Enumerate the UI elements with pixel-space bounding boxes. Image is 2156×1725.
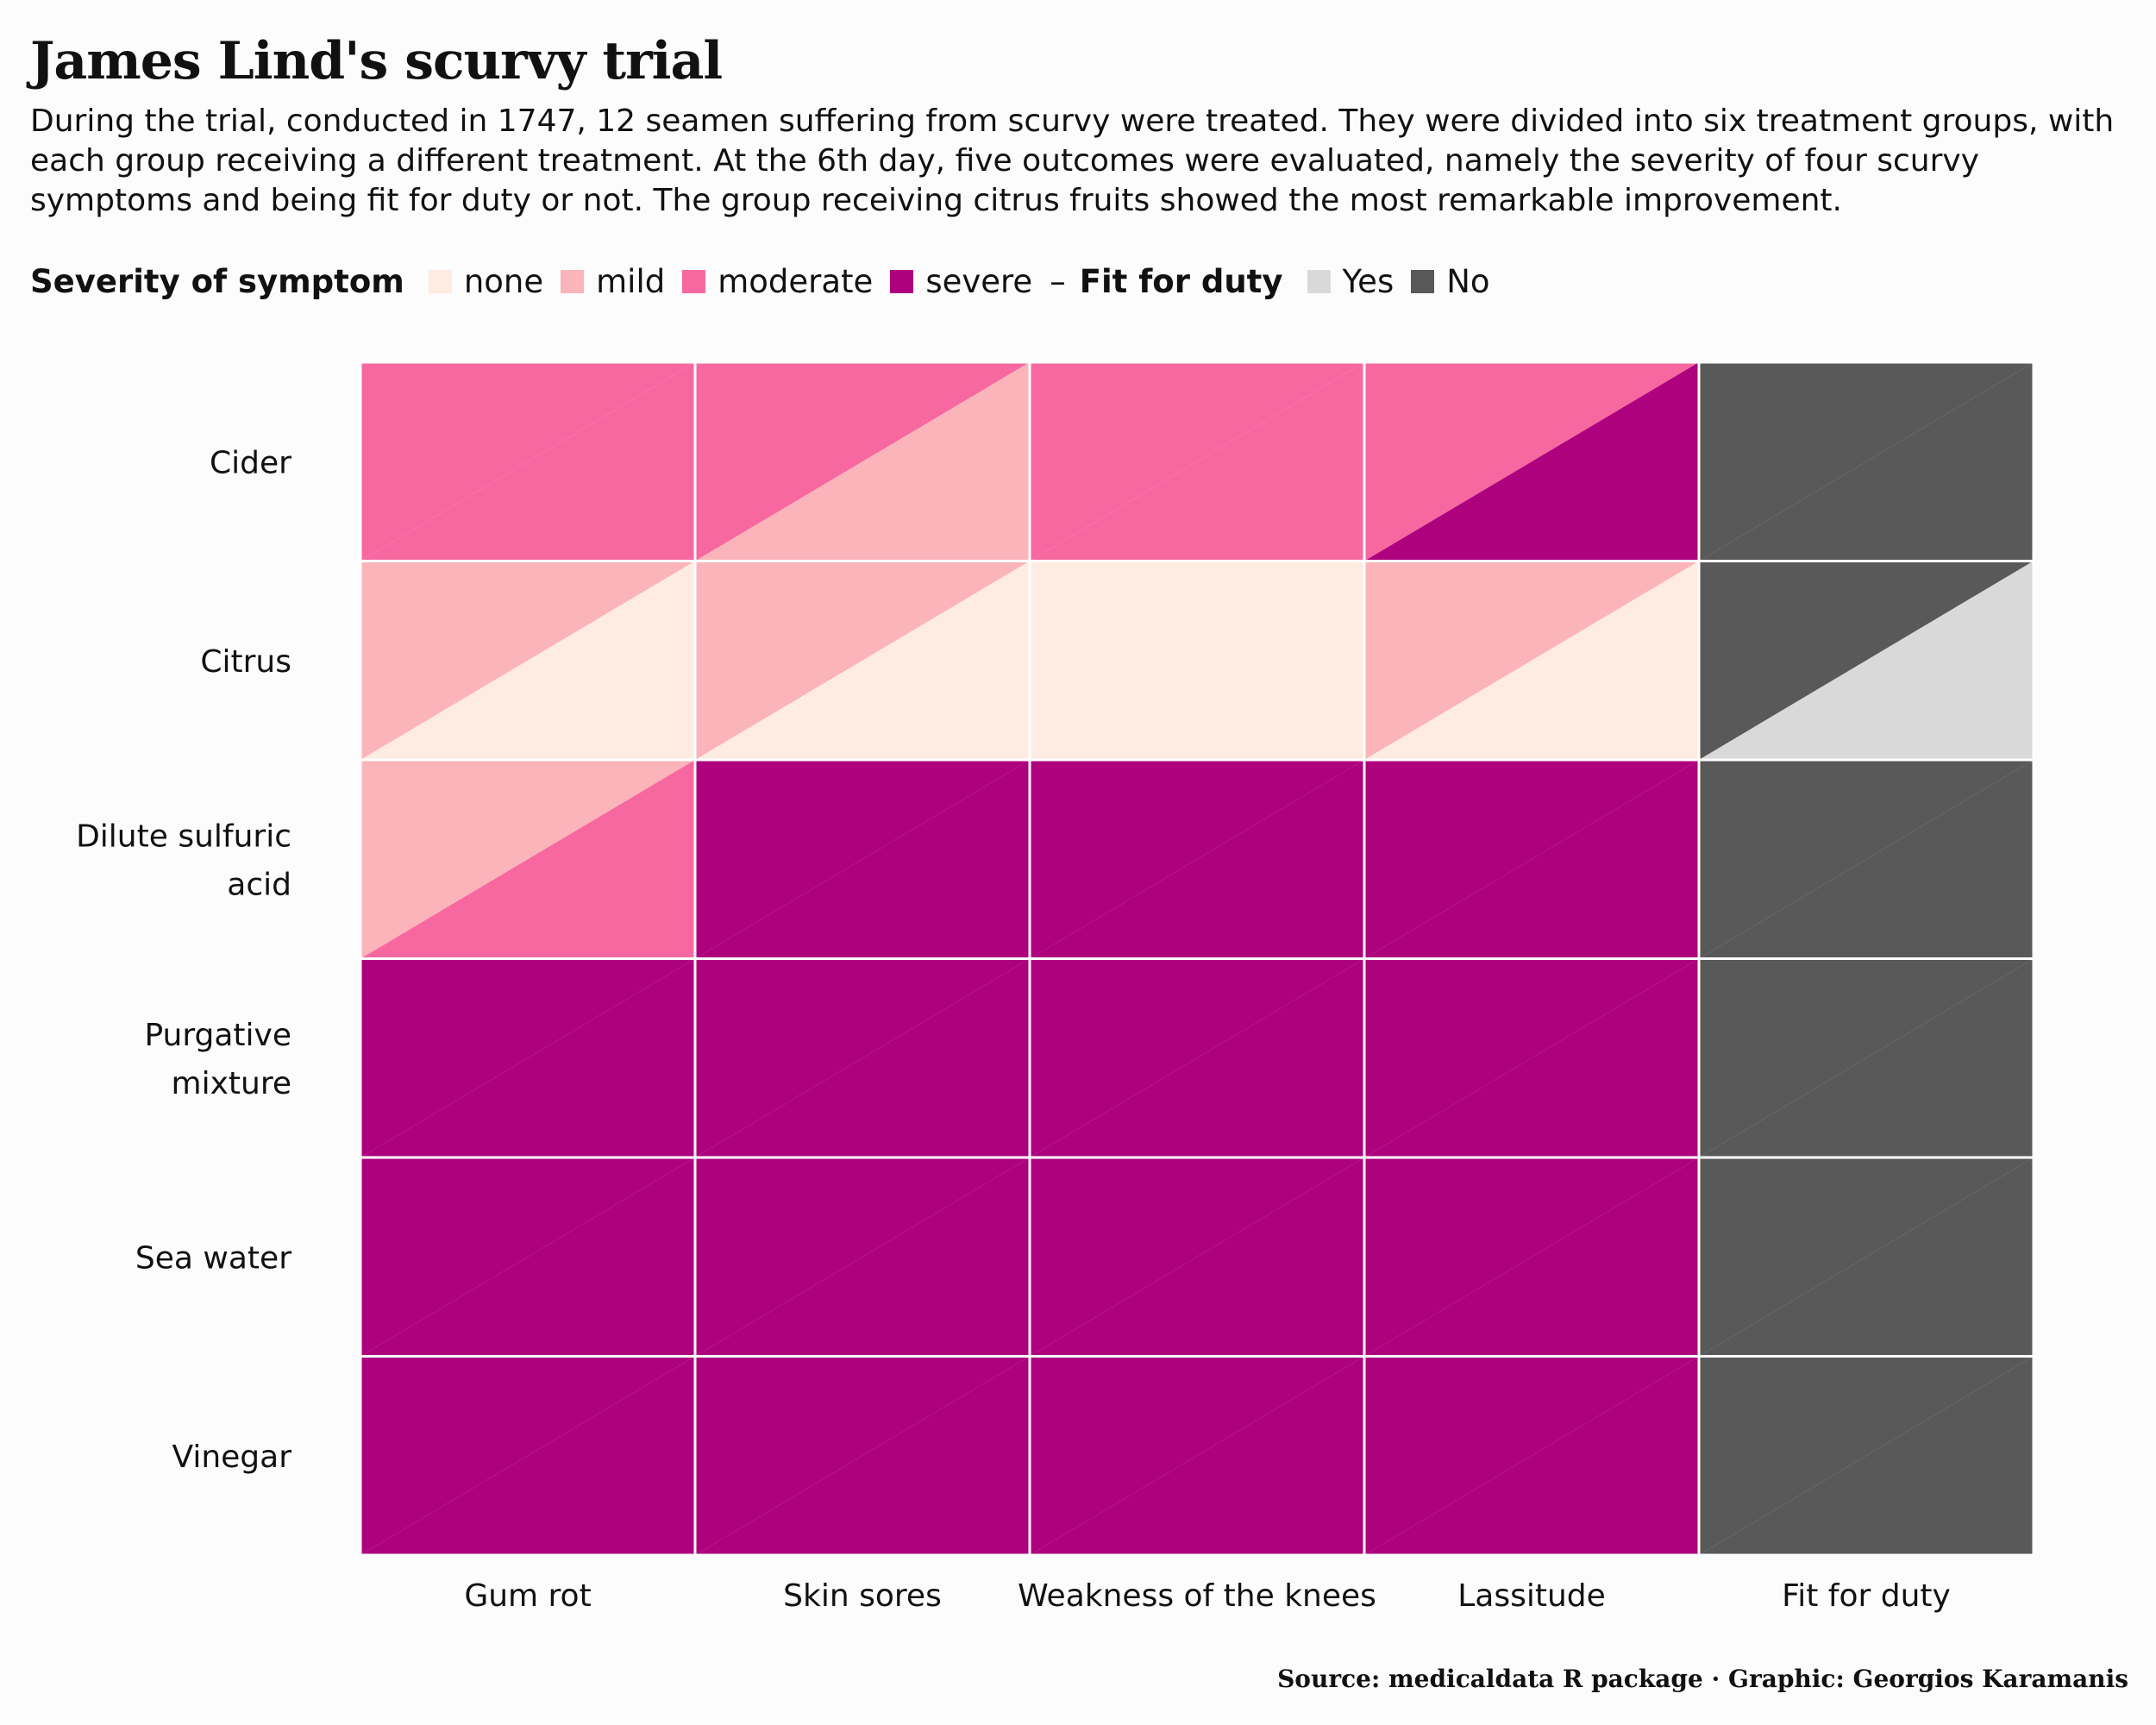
cell-sea-water-gum-rot bbox=[359, 1156, 697, 1358]
row-label-citrus: Citrus bbox=[200, 644, 291, 680]
legend-fit-title: Fit for duty bbox=[1079, 262, 1283, 300]
row-label-vinegar: Vinegar bbox=[172, 1440, 291, 1475]
cell-vinegar-weakness-of-the-knees bbox=[1028, 1355, 1366, 1557]
row-label-dilute-sulfuric-acid: Dilute sulfuric acid bbox=[76, 819, 291, 902]
cell-vinegar-skin-sores bbox=[693, 1355, 1031, 1557]
cell-purgative-mixture-lassitude bbox=[1363, 957, 1701, 1159]
legend-item-yes: Yes bbox=[1307, 262, 1395, 300]
cell-cider-skin-sores bbox=[693, 361, 1031, 562]
cell-triangle-lower bbox=[1030, 561, 1364, 760]
cell-purgative-mixture-skin-sores bbox=[693, 957, 1031, 1159]
cell-triangle-lower bbox=[1030, 958, 1364, 1157]
cell-triangle-lower bbox=[360, 958, 695, 1157]
cell-citrus-gum-rot bbox=[359, 560, 697, 762]
cell-triangle-lower bbox=[1030, 760, 1364, 959]
cell-cider-weakness-of-the-knees bbox=[1028, 361, 1366, 562]
cell-triangle-lower bbox=[1699, 958, 2034, 1157]
column-label-fit-for-duty: Fit for duty bbox=[1782, 1578, 1951, 1614]
legend-label-no: No bbox=[1446, 262, 1490, 300]
legend-item-no: No bbox=[1411, 262, 1490, 300]
cell-citrus-skin-sores bbox=[693, 560, 1031, 762]
cell-vinegar-fit-for-duty bbox=[1697, 1355, 2035, 1557]
cell-vinegar-gum-rot bbox=[359, 1355, 697, 1557]
legend-swatch-moderate bbox=[682, 269, 706, 293]
cell-triangle-lower bbox=[1364, 1157, 1699, 1357]
cell-sea-water-skin-sores bbox=[693, 1156, 1031, 1358]
cell-purgative-mixture-fit-for-duty bbox=[1697, 957, 2035, 1159]
cell-triangle-lower bbox=[1699, 362, 2034, 561]
cell-citrus-fit-for-duty bbox=[1697, 560, 2035, 762]
cell-sea-water-fit-for-duty bbox=[1697, 1156, 2035, 1358]
legend-swatch-mild bbox=[561, 269, 585, 293]
cell-triangle-lower bbox=[695, 958, 1030, 1157]
legend-swatch-severe bbox=[890, 269, 914, 293]
legend-severity-title: Severity of symptom bbox=[30, 262, 404, 300]
cell-cider-lassitude bbox=[1363, 361, 1701, 562]
cell-cider-fit-for-duty bbox=[1697, 361, 2035, 562]
legend-label-mild: mild bbox=[596, 262, 666, 300]
cell-triangle-lower bbox=[695, 760, 1030, 959]
cell-triangle-lower bbox=[695, 362, 1030, 561]
cell-triangle-lower bbox=[695, 561, 1030, 760]
cell-citrus-lassitude bbox=[1363, 560, 1701, 762]
cell-triangle-lower bbox=[360, 362, 695, 561]
column-label-weakness-of-the-knees: Weakness of the knees bbox=[1018, 1578, 1376, 1614]
source-caption: Source: medicaldata R package · Graphic:… bbox=[1277, 1665, 2128, 1693]
cell-triangle-lower bbox=[360, 561, 695, 760]
row-label-cider: Cider bbox=[210, 445, 291, 480]
cell-triangle-lower bbox=[1364, 362, 1699, 561]
cell-triangle-lower bbox=[1699, 1157, 2034, 1357]
cell-triangle-lower bbox=[1699, 760, 2034, 959]
row-label-sea-water: Sea water bbox=[135, 1240, 291, 1276]
cell-triangle-lower bbox=[1364, 1356, 1699, 1555]
chart-title: James Lind's scurvy trial bbox=[30, 31, 723, 91]
cell-triangle-lower bbox=[360, 1356, 695, 1555]
cell-dilute-sulfuric-acid-lassitude bbox=[1363, 758, 1701, 960]
cell-triangle-lower bbox=[695, 1157, 1030, 1357]
legend: Severity of symptom none mild moderate s… bbox=[30, 259, 1507, 304]
legend-swatch-no bbox=[1411, 269, 1435, 293]
legend-label-severe: severe bbox=[925, 262, 1033, 300]
cell-sea-water-lassitude bbox=[1363, 1156, 1701, 1358]
cell-triangle-lower bbox=[360, 1157, 695, 1357]
cell-dilute-sulfuric-acid-weakness-of-the-knees bbox=[1028, 758, 1366, 960]
cell-purgative-mixture-weakness-of-the-knees bbox=[1028, 957, 1366, 1159]
column-label-lassitude: Lassitude bbox=[1457, 1578, 1606, 1614]
cell-triangle-lower bbox=[1699, 1356, 2034, 1555]
legend-item-severe: severe bbox=[890, 263, 1032, 300]
cell-triangle-lower bbox=[1030, 1356, 1364, 1555]
legend-label-moderate: moderate bbox=[718, 262, 874, 300]
column-label-skin-sores: Skin sores bbox=[783, 1578, 942, 1614]
cell-dilute-sulfuric-acid-gum-rot bbox=[359, 758, 697, 960]
cell-triangle-lower bbox=[360, 760, 695, 959]
cell-sea-water-weakness-of-the-knees bbox=[1028, 1156, 1366, 1358]
legend-label-yes: Yes bbox=[1342, 262, 1395, 300]
cell-triangle-lower bbox=[1364, 958, 1699, 1157]
cell-triangle-lower bbox=[695, 1356, 1030, 1555]
legend-separator: – bbox=[1050, 262, 1066, 300]
cell-purgative-mixture-gum-rot bbox=[359, 957, 697, 1159]
cell-cider-gum-rot bbox=[359, 361, 697, 562]
cell-triangle-lower bbox=[1364, 760, 1699, 959]
cell-triangle-lower bbox=[1699, 561, 2034, 760]
chart-subtitle: During the trial, conducted in 1747, 12 … bbox=[30, 104, 2115, 218]
column-label-gum-rot: Gum rot bbox=[464, 1578, 591, 1614]
cell-citrus-weakness-of-the-knees bbox=[1028, 560, 1366, 762]
cell-triangle-lower bbox=[1030, 1157, 1364, 1357]
legend-item-none: none bbox=[428, 262, 544, 300]
legend-swatch-yes bbox=[1307, 269, 1331, 293]
cell-triangle-lower bbox=[1364, 561, 1699, 760]
row-label-purgative-mixture: Purgative mixture bbox=[144, 1018, 291, 1101]
cell-dilute-sulfuric-acid-skin-sores bbox=[693, 758, 1031, 960]
cell-dilute-sulfuric-acid-fit-for-duty bbox=[1697, 758, 2035, 960]
legend-label-none: none bbox=[463, 262, 544, 300]
cell-vinegar-lassitude bbox=[1363, 1355, 1701, 1557]
legend-swatch-none bbox=[428, 269, 452, 293]
legend-item-moderate: moderate bbox=[682, 263, 873, 300]
cell-triangle-lower bbox=[1030, 362, 1364, 561]
cell-border bbox=[1697, 1355, 2035, 1557]
legend-item-mild: mild bbox=[561, 263, 665, 300]
